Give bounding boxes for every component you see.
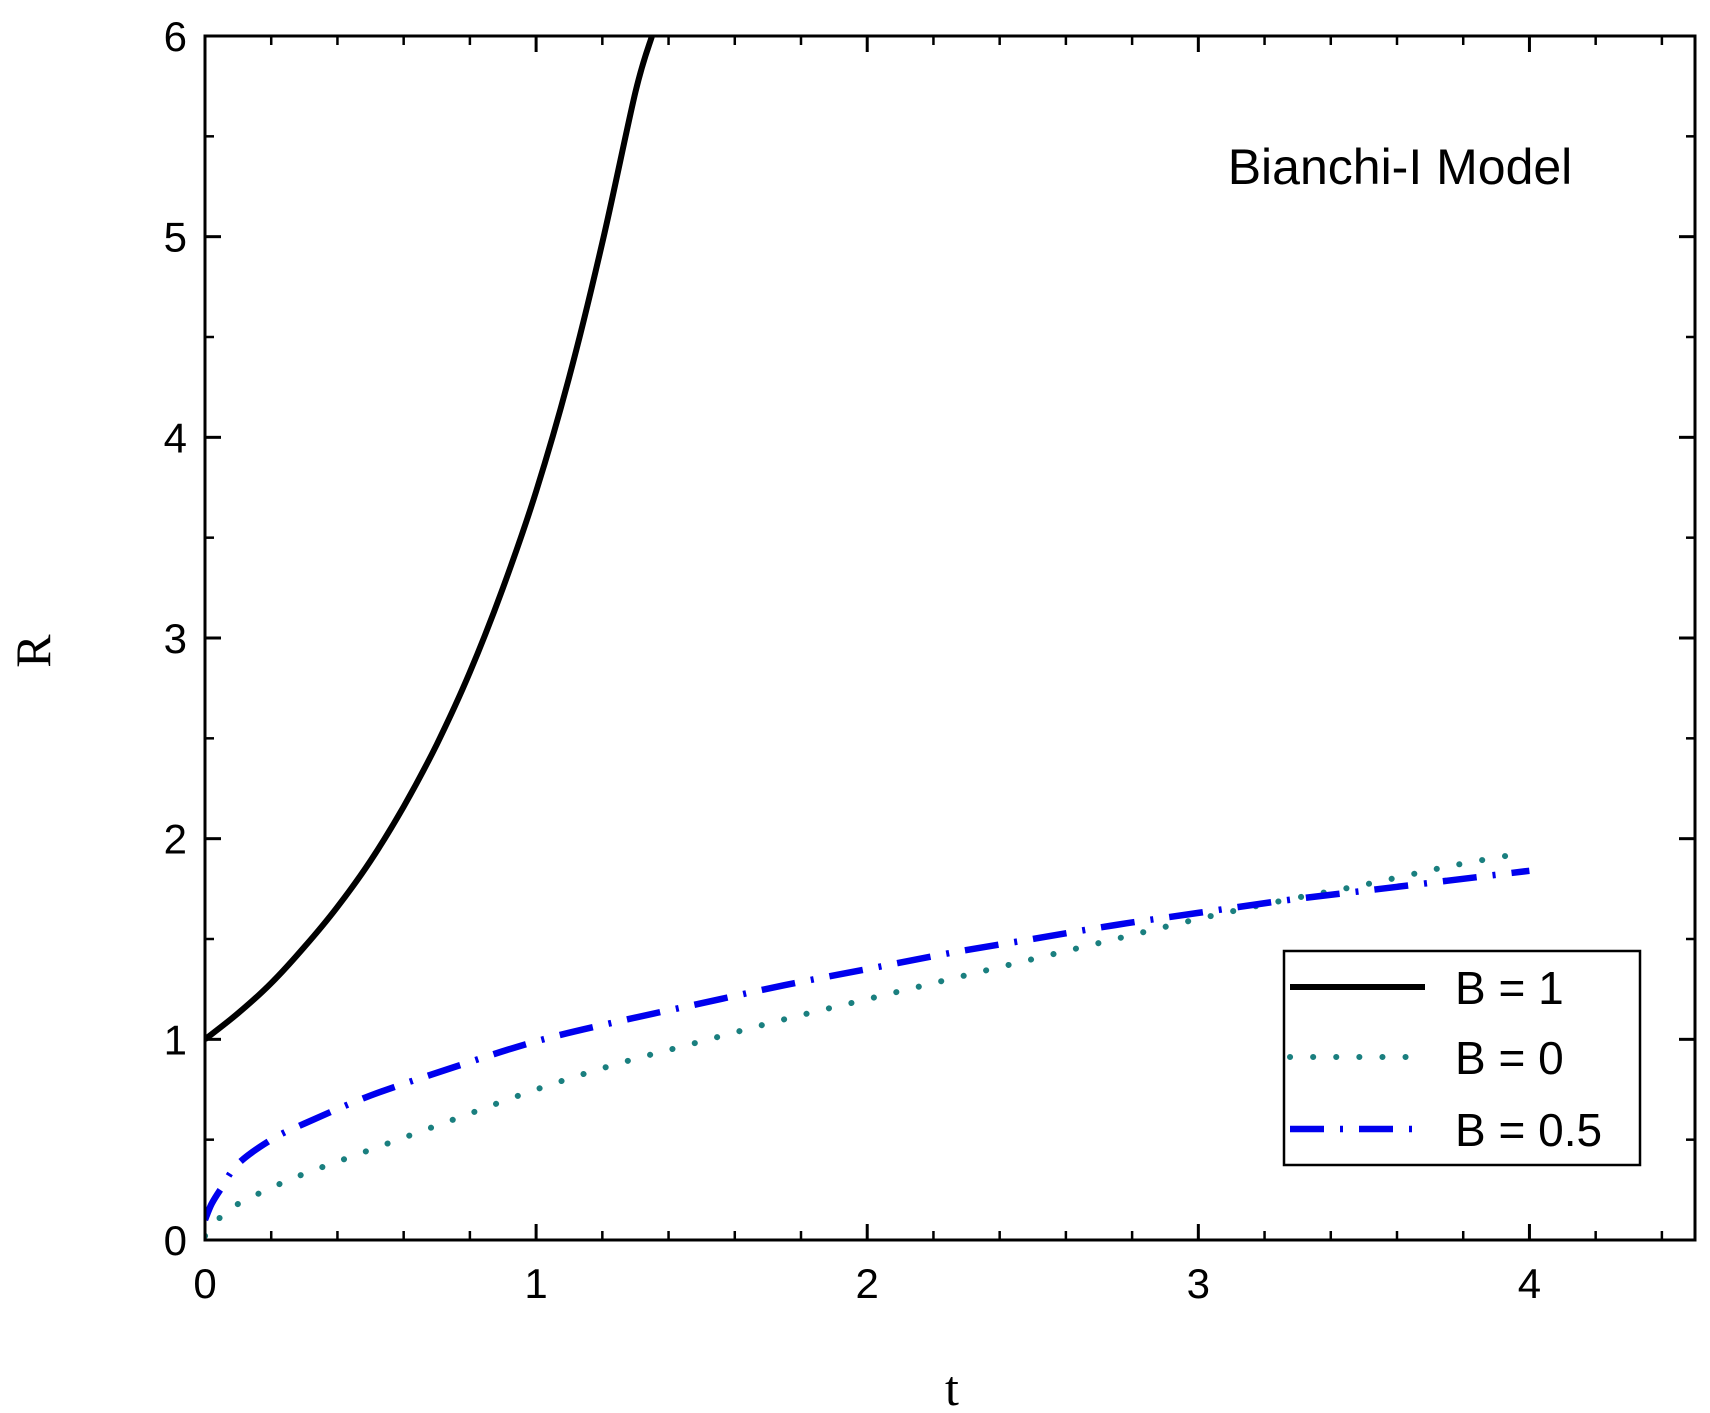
x-tick-label: 3 <box>1187 1260 1210 1307</box>
x-tick-label: 1 <box>524 1260 547 1307</box>
x-tick-label: 2 <box>856 1260 879 1307</box>
y-tick-label: 0 <box>164 1217 187 1264</box>
y-tick-label: 3 <box>164 615 187 662</box>
tick-labels: 0 1 2 3 4 0 1 2 3 4 5 6 <box>164 13 1541 1307</box>
legend-label-b1: B = 1 <box>1455 962 1564 1014</box>
legend: B = 1 B = 0 B = 0.5 <box>1282 949 1642 1167</box>
annotation-text: Bianchi-I Model <box>1228 139 1573 195</box>
x-tick-label: 0 <box>193 1260 216 1307</box>
legend-label-b0: B = 0 <box>1455 1032 1564 1084</box>
legend-label-b05: B = 0.5 <box>1455 1104 1602 1156</box>
plot-frame <box>203 34 1697 1242</box>
y-axis-title: R <box>5 634 61 668</box>
y-tick-label: 5 <box>164 214 187 261</box>
x-tick-label: 4 <box>1518 1260 1541 1307</box>
series-line-1 <box>205 851 1516 1239</box>
y-tick-label: 6 <box>164 13 187 60</box>
series-line-0 <box>205 36 655 1042</box>
y-tick-label: 2 <box>164 816 187 863</box>
series-layer <box>205 36 1530 1239</box>
series-line-2 <box>205 867 1530 1222</box>
y-tick-label: 1 <box>164 1016 187 1063</box>
x-axis-title: t <box>945 1360 959 1413</box>
y-tick-label: 4 <box>164 414 187 461</box>
